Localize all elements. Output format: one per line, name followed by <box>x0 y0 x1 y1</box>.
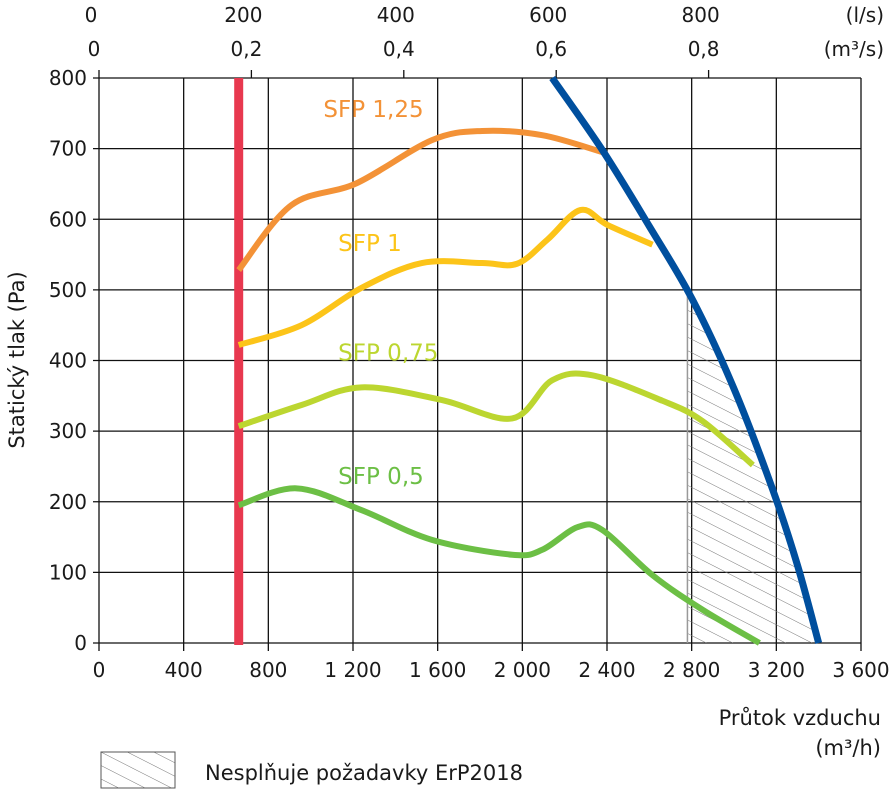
y-tick-label: 800 <box>49 66 87 90</box>
x-axis-label: Průtok vzduchu <box>719 706 881 730</box>
x-tick-label: 1 600 <box>409 658 466 682</box>
x-tick-label: 0 <box>93 658 106 682</box>
series-line-sfp-1 <box>237 206 654 348</box>
x-tick-label: 3 600 <box>832 658 889 682</box>
y-axis-label: Statický tlak (Pa) <box>5 271 29 448</box>
top-tick-label-m3s: 0 <box>88 37 101 61</box>
top-tick-label-m3s: 0,4 <box>383 37 415 61</box>
top-tick-label-ls: 800 <box>682 3 720 27</box>
x-axis-unit: (m³/h) <box>815 736 881 760</box>
top-axis-unit-ls: (l/s) <box>846 3 884 27</box>
series-label: SFP 1 <box>338 231 402 257</box>
series-line-sfp-0-5 <box>237 485 761 646</box>
top-tick-label-m3s: 0,6 <box>535 37 567 61</box>
top-axis-unit-m3s: (m³/s) <box>824 37 884 61</box>
y-tick-label: 600 <box>49 207 87 231</box>
x-tick-label: 400 <box>165 658 203 682</box>
top-tick-label-ls: 600 <box>529 3 567 27</box>
x-tick-label: 2 400 <box>578 658 635 682</box>
top-tick-label-ls: 0 <box>85 3 98 27</box>
fan-characteristic-curve <box>549 75 823 644</box>
series-label: SFP 0,5 <box>338 464 424 490</box>
top-tick-label-m3s: 0,2 <box>230 37 262 61</box>
x-tick-label: 3 200 <box>748 658 805 682</box>
x-tick-label: 2 000 <box>494 658 551 682</box>
series-label: SFP 1,25 <box>323 97 423 123</box>
x-tick-label: 2 800 <box>663 658 720 682</box>
series-line-sfp-1-25 <box>236 127 604 272</box>
x-tick-label: 1 200 <box>324 658 381 682</box>
top-tick-label-ls: 400 <box>377 3 415 27</box>
y-tick-label: 700 <box>49 137 87 161</box>
series-label: SFP 0,75 <box>338 341 438 367</box>
series-line-sfp-0-75 <box>237 370 755 468</box>
x-tick-label: 800 <box>249 658 287 682</box>
grid <box>93 70 862 651</box>
legend-hatch-swatch <box>100 751 176 789</box>
y-tick-label: 200 <box>49 490 87 514</box>
legend-hatch-label: Nesplňuje požadavky ErP2018 <box>205 761 523 785</box>
top-tick-label-ls: 200 <box>224 3 262 27</box>
y-tick-label: 300 <box>49 419 87 443</box>
y-tick-label: 0 <box>74 631 87 655</box>
y-tick-label: 100 <box>49 560 87 584</box>
hatched-region <box>687 289 819 643</box>
top-tick-label-m3s: 0,8 <box>688 37 720 61</box>
y-tick-label: 500 <box>49 278 87 302</box>
y-tick-label: 400 <box>49 349 87 373</box>
